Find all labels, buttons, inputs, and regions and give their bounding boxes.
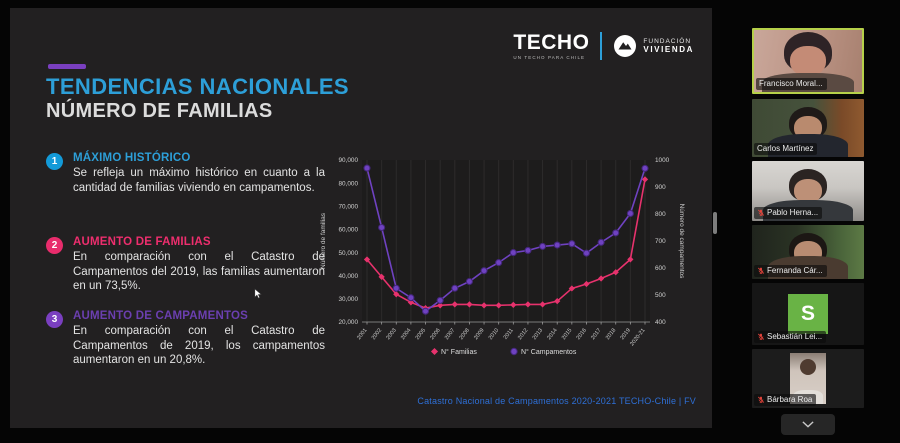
svg-text:2006: 2006 xyxy=(429,328,441,342)
point-heading: AUMENTO DE CAMPAMENTOS xyxy=(73,310,248,322)
participant-name: Carlos Martínez xyxy=(757,144,814,153)
presentation-slide: TENDENCIAS NACIONALES NÚMERO DE FAMILIAS… xyxy=(10,8,712,428)
familias-campamentos-chart: 20,000 30,000 40,000 50,000 60,000 70,000 80,0… xyxy=(316,148,692,364)
logo-divider xyxy=(600,32,603,60)
svg-text:80,000: 80,000 xyxy=(338,180,358,187)
fundacion-line1: FUNDACIÓN xyxy=(643,38,692,45)
chevron-down-icon xyxy=(802,421,814,428)
point-number-badge: 2 xyxy=(46,237,63,254)
svg-text:2005: 2005 xyxy=(415,328,427,342)
svg-text:40,000: 40,000 xyxy=(338,273,358,280)
svg-text:50,000: 50,000 xyxy=(338,250,358,257)
participant-name: Sebastián Lei... xyxy=(767,332,823,341)
svg-text:70,000: 70,000 xyxy=(338,203,358,210)
logo-lockup: TECHO UN TECHO PARA CHILE FUNDACIÓN VIVI… xyxy=(513,32,694,60)
point-body: En comparación con el Catastro de Campam… xyxy=(73,325,325,367)
techo-logo: TECHO xyxy=(513,31,590,54)
participant-name: Bárbara Roa xyxy=(767,395,813,404)
svg-text:2008: 2008 xyxy=(459,328,471,342)
participant-name-tag: Fernanda Cár... xyxy=(754,265,827,277)
participant-name-tag: Bárbara Roa xyxy=(754,394,817,406)
participant-figure xyxy=(754,30,862,92)
point-number-badge: 1 xyxy=(46,153,63,170)
svg-text:2009: 2009 xyxy=(473,328,485,342)
svg-text:N° Campamentos: N° Campamentos xyxy=(521,348,577,356)
point-number-badge: 3 xyxy=(46,311,63,328)
svg-text:600: 600 xyxy=(655,265,666,272)
svg-text:2012: 2012 xyxy=(517,328,529,342)
mic-muted-icon xyxy=(757,396,765,403)
mouse-cursor-icon xyxy=(254,288,262,299)
point-aumento-familias: 2 AUMENTO DE FAMILIAS En comparación con… xyxy=(46,236,336,294)
svg-text:90,000: 90,000 xyxy=(338,157,358,164)
fundacion-vivienda-icon xyxy=(614,35,637,57)
participant-name-tag: Pablo Herna... xyxy=(754,207,823,219)
participant-name-tag: Sebastián Lei... xyxy=(754,331,827,343)
mic-muted-icon xyxy=(757,209,765,216)
svg-text:2018: 2018 xyxy=(605,328,617,342)
svg-text:2004: 2004 xyxy=(400,328,412,342)
letter-avatar: S xyxy=(788,294,828,334)
participant-tile-barbara[interactable]: Bárbara Roa xyxy=(752,349,864,408)
participant-tile-pablo[interactable]: Pablo Herna... xyxy=(752,161,864,221)
point-heading: AUMENTO DE FAMILIAS xyxy=(73,236,211,248)
svg-text:2015: 2015 xyxy=(561,328,573,342)
participant-name-tag: Carlos Martínez xyxy=(754,143,818,155)
svg-text:20,000: 20,000 xyxy=(338,319,358,326)
collapse-videos-button[interactable] xyxy=(781,414,835,435)
svg-text:2020-21: 2020-21 xyxy=(629,328,646,348)
participant-name-tag: Francisco Moral... xyxy=(756,78,827,90)
point-aumento-campamentos: 3 AUMENTO DE CAMPAMENTOS En comparación … xyxy=(46,310,336,368)
scrollbar-thumb[interactable] xyxy=(713,212,717,234)
svg-text:1000: 1000 xyxy=(655,157,670,164)
participant-name: Pablo Herna... xyxy=(767,208,819,217)
slide-title: TENDENCIAS NACIONALES xyxy=(46,74,349,99)
svg-text:2003: 2003 xyxy=(385,328,397,342)
svg-text:700: 700 xyxy=(655,238,666,245)
svg-text:30,000: 30,000 xyxy=(338,296,358,303)
participant-tile-fernanda[interactable]: Fernanda Cár... xyxy=(752,225,864,279)
techo-tagline: UN TECHO PARA CHILE xyxy=(513,55,586,60)
participant-tile-sebastian[interactable]: S Sebastián Lei... xyxy=(752,283,864,345)
svg-text:2001: 2001 xyxy=(356,328,368,342)
slide-subtitle: NÚMERO DE FAMILIAS xyxy=(46,100,273,122)
svg-text:2016: 2016 xyxy=(576,328,588,342)
point-body: En comparación con el Catastro de Campam… xyxy=(73,251,325,293)
mic-muted-icon xyxy=(757,333,765,340)
svg-text:2019: 2019 xyxy=(620,328,632,342)
svg-text:Número de familias: Número de familias xyxy=(320,212,327,269)
svg-text:400: 400 xyxy=(655,319,666,326)
participant-name: Francisco Moral... xyxy=(759,79,823,88)
svg-text:2002: 2002 xyxy=(371,328,383,342)
accent-bar xyxy=(48,64,86,69)
svg-text:500: 500 xyxy=(655,292,666,299)
svg-text:2013: 2013 xyxy=(532,328,544,342)
svg-text:2007: 2007 xyxy=(444,328,456,342)
participant-tile-carlos[interactable]: Carlos Martínez xyxy=(752,99,864,157)
point-maximo-historico: 1 MÁXIMO HISTÓRICO Se refleja un máximo … xyxy=(46,152,336,195)
svg-text:800: 800 xyxy=(655,211,666,218)
point-heading: MÁXIMO HISTÓRICO xyxy=(73,152,191,164)
participant-name: Fernanda Cár... xyxy=(767,266,823,275)
svg-text:60,000: 60,000 xyxy=(338,227,358,234)
participant-tile-francisco[interactable]: Francisco Moral... xyxy=(752,28,864,94)
svg-text:900: 900 xyxy=(655,184,666,191)
chart-svg: 20,000 30,000 40,000 50,000 60,000 70,000 80,0… xyxy=(320,157,685,356)
svg-text:N° Familias: N° Familias xyxy=(441,348,477,356)
source-caption: Catastro Nacional de Campamentos 2020-20… xyxy=(417,396,696,406)
svg-text:2010: 2010 xyxy=(488,328,500,342)
svg-text:2017: 2017 xyxy=(590,328,602,342)
mic-muted-icon xyxy=(757,267,765,274)
svg-text:2011: 2011 xyxy=(503,328,515,341)
fundacion-line2: VIVIENDA xyxy=(643,45,694,54)
point-body: Se refleja un máximo histórico en cuanto… xyxy=(73,167,325,194)
svg-text:Número de campamentos: Número de campamentos xyxy=(678,204,685,280)
svg-text:2014: 2014 xyxy=(546,328,558,342)
